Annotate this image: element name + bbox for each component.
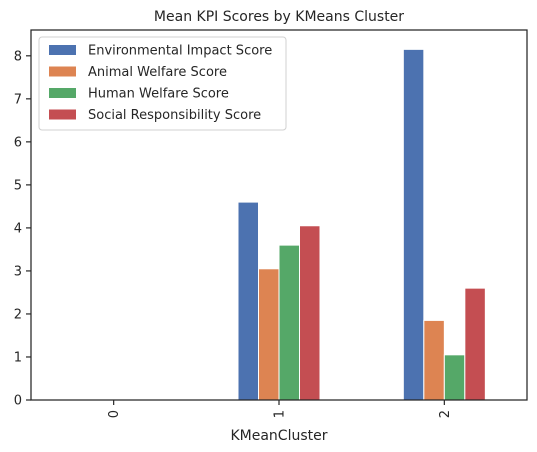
legend-box xyxy=(38,36,287,131)
x-axis-label: KMeanCluster xyxy=(230,428,327,444)
legend-label: Animal Welfare Score xyxy=(88,65,227,80)
y-tick-label: 5 xyxy=(14,178,22,193)
legend-label: Human Welfare Score xyxy=(88,87,229,102)
plot-frame xyxy=(30,29,528,401)
x-tick-label: 1 xyxy=(273,410,288,418)
y-tick-label: 8 xyxy=(14,49,22,64)
legend-label: Environmental Impact Score xyxy=(88,44,272,59)
y-tick-label: 1 xyxy=(14,350,22,365)
y-tick-label: 7 xyxy=(14,92,22,107)
y-tick-label: 2 xyxy=(14,307,22,322)
y-tick-label: 4 xyxy=(14,221,22,236)
bar-animal-welfare-score-cluster-2 xyxy=(423,319,445,401)
bar-animal-welfare-score-cluster-1 xyxy=(258,268,280,401)
bar-environmental-impact-score-cluster-1 xyxy=(237,201,259,401)
legend-label: Social Responsibility Score xyxy=(88,108,261,123)
y-axis: 0 1 2 3 4 5 6 7 8 xyxy=(14,49,31,409)
y-tick-label: 6 xyxy=(14,135,22,150)
x-tick-label: 0 xyxy=(107,410,122,418)
bar-environmental-impact-score-cluster-2 xyxy=(402,48,425,401)
bar-social-responsibility-score-cluster-1 xyxy=(299,225,321,401)
bars-group xyxy=(237,48,486,401)
legend-swatch xyxy=(49,109,76,120)
x-axis: 0 1 2 xyxy=(107,400,453,418)
legend-swatch xyxy=(49,88,76,98)
bar-human-welfare-score-cluster-2 xyxy=(443,354,466,401)
legend: Environmental Impact Score Animal Welfare… xyxy=(38,36,287,131)
bar-human-welfare-score-cluster-1 xyxy=(278,244,300,401)
legend-swatch xyxy=(49,45,76,55)
x-tick-label: 2 xyxy=(438,410,453,418)
legend-swatch xyxy=(49,66,76,77)
y-tick-label: 3 xyxy=(14,264,22,279)
y-tick-label: 0 xyxy=(14,394,22,409)
chart-title: Mean KPI Scores by KMeans Cluster xyxy=(154,9,404,25)
bar-social-responsibility-score-cluster-2 xyxy=(464,287,486,401)
